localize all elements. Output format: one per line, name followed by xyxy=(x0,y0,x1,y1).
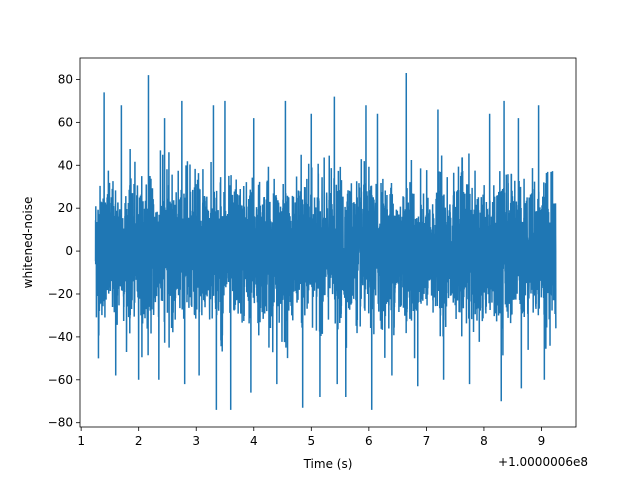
x-tick-label: 2 xyxy=(135,434,143,448)
series-layer xyxy=(94,73,557,410)
x-tick-label: 8 xyxy=(480,434,488,448)
y-axis: −80 −60 −40 −20 0 20 40 60 80 xyxy=(48,72,80,430)
y-tick-label: −40 xyxy=(48,330,73,344)
y-tick-label: 20 xyxy=(58,201,73,215)
x-tick-label: 4 xyxy=(250,434,258,448)
y-tick-label: −60 xyxy=(48,373,73,387)
y-tick-label: −80 xyxy=(48,416,73,430)
y-tick-label: 80 xyxy=(58,72,73,86)
x-tick-label: 9 xyxy=(538,434,546,448)
x-tick-label: 3 xyxy=(192,434,200,448)
x-axis: 1 2 3 4 5 6 7 8 9 xyxy=(77,427,545,448)
x-tick-label: 7 xyxy=(423,434,431,448)
x-axis-offset-label: +1.0000006e8 xyxy=(498,455,588,469)
y-tick-label: 40 xyxy=(58,158,73,172)
x-tick-label: 5 xyxy=(307,434,315,448)
series-line-0 xyxy=(94,73,557,410)
plot-frame xyxy=(79,57,577,428)
y-tick-label: 0 xyxy=(65,244,73,258)
y-axis-label: whitened-noise xyxy=(21,197,35,289)
x-tick-label: 1 xyxy=(77,434,85,448)
y-tick-label: 60 xyxy=(58,115,73,129)
x-axis-label: Time (s) xyxy=(303,457,353,471)
y-tick-label: −20 xyxy=(48,287,73,301)
x-tick-label: 6 xyxy=(365,434,373,448)
